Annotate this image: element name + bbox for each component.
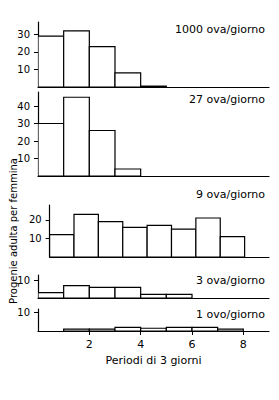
svg-text:Periodi di 3 giorni: Periodi di 3 giorni bbox=[105, 354, 201, 367]
svg-text:4: 4 bbox=[137, 338, 144, 351]
svg-text:10: 10 bbox=[17, 153, 30, 164]
svg-text:1 ovo/giorno: 1 ovo/giorno bbox=[196, 308, 265, 321]
svg-text:20: 20 bbox=[29, 214, 42, 225]
svg-text:10: 10 bbox=[17, 275, 30, 286]
svg-text:1000 ova/giorno: 1000 ova/giorno bbox=[175, 23, 265, 36]
svg-text:2: 2 bbox=[86, 338, 93, 351]
svg-text:10: 10 bbox=[29, 233, 42, 244]
svg-text:3 ova/giorno: 3 ova/giorno bbox=[196, 274, 265, 287]
svg-text:9 ova/giorno: 9 ova/giorno bbox=[196, 188, 265, 201]
svg-text:10: 10 bbox=[17, 64, 30, 75]
svg-text:6: 6 bbox=[189, 338, 196, 351]
svg-text:27 ova/giorno: 27 ova/giorno bbox=[189, 93, 265, 106]
svg-text:30: 30 bbox=[17, 29, 30, 40]
svg-text:20: 20 bbox=[17, 136, 30, 147]
svg-text:30: 30 bbox=[17, 118, 30, 129]
svg-text:40: 40 bbox=[17, 101, 30, 112]
svg-text:20: 20 bbox=[17, 46, 30, 57]
svg-text:Progenie adulta per femmina: Progenie adulta per femmina bbox=[7, 158, 19, 304]
svg-text:8: 8 bbox=[240, 338, 247, 351]
svg-text:10: 10 bbox=[17, 307, 30, 318]
